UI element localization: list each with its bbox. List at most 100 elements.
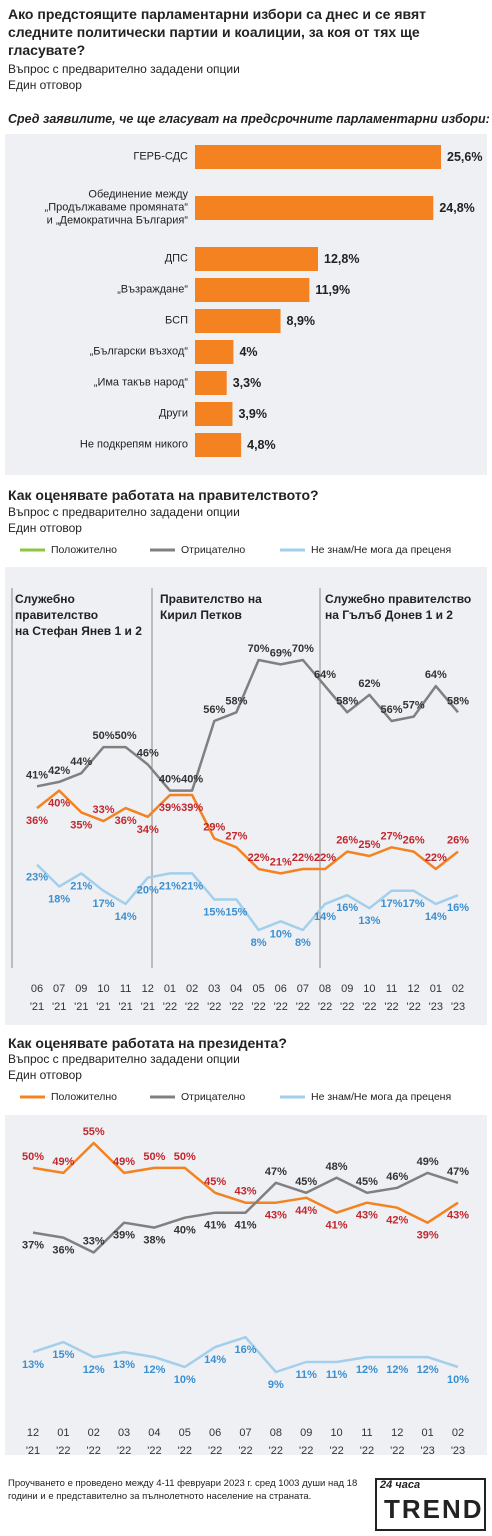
value-label: 42% (386, 1215, 408, 1227)
x-tick-month: 04 (148, 1427, 160, 1439)
x-tick-month: 01 (422, 1427, 434, 1439)
value-label: 40% (174, 1225, 196, 1237)
x-tick-year: '21 (26, 1445, 40, 1457)
x-tick-month: 09 (341, 983, 353, 995)
chart-subtitle: Въпрос с предварително зададени опции (8, 505, 240, 519)
value-label: 29% (203, 822, 225, 834)
x-tick-month: 03 (208, 983, 220, 995)
value-label: 49% (113, 1156, 135, 1168)
x-tick-month: 02 (452, 1427, 464, 1439)
x-tick-month: 11 (361, 1427, 372, 1439)
x-tick-year: '21 (52, 1001, 66, 1013)
value-label: 43% (447, 1210, 469, 1222)
x-tick-month: 02 (186, 983, 198, 995)
x-tick-year: '23 (420, 1445, 434, 1457)
value-label: 18% (48, 893, 70, 905)
chart-caption: Сред заявилите, че ще гласуват на предср… (8, 112, 490, 126)
value-label: 15% (225, 907, 247, 919)
x-tick-month: 05 (179, 1427, 191, 1439)
x-tick-month: 10 (97, 983, 109, 995)
x-tick-year: '22 (274, 1001, 288, 1013)
value-label: 36% (115, 815, 137, 827)
value-label: 8% (295, 937, 311, 949)
value-label: 22% (314, 852, 336, 864)
value-label: 46% (137, 748, 159, 760)
value-label: 21% (70, 880, 92, 892)
value-label: 33% (92, 804, 114, 816)
category-label: „Български възход“ (89, 345, 188, 358)
period-annotation: Служебно правителство на Гълъб Донев 1 и… (325, 592, 472, 622)
x-tick-month: 06 (31, 983, 43, 995)
value-label: 14% (115, 911, 137, 923)
value-label: 12% (143, 1364, 165, 1376)
value-label: 58% (336, 695, 358, 707)
x-tick-year: '22 (229, 1001, 243, 1013)
value-label: 17% (92, 898, 114, 910)
bar (195, 340, 234, 364)
x-tick-month: 04 (230, 983, 242, 995)
x-tick-year: '22 (362, 1001, 376, 1013)
value-label: 70% (292, 643, 314, 655)
x-tick-year: '22 (340, 1001, 354, 1013)
legend-label: Положително (51, 544, 117, 556)
panel-background (5, 1115, 487, 1455)
x-tick-month: 12 (142, 983, 154, 995)
x-tick-month: 01 (164, 983, 176, 995)
x-tick-year: '22 (296, 1001, 310, 1013)
bar (195, 145, 441, 169)
value-label: 16% (234, 1344, 256, 1356)
value-label: 45% (356, 1176, 378, 1188)
category-label: БСП (165, 314, 188, 327)
value-label: 39% (113, 1230, 135, 1242)
value-label: 57% (403, 700, 425, 712)
x-tick-year: '21 (96, 1001, 110, 1013)
x-tick-year: '22 (407, 1001, 421, 1013)
value-label: 16% (336, 902, 358, 914)
value-label: 39% (417, 1230, 439, 1242)
x-tick-year: '23 (451, 1001, 465, 1013)
x-tick-month: 09 (75, 983, 87, 995)
x-tick-year: '22 (384, 1001, 398, 1013)
category-label: „Възраждане“ (117, 283, 188, 296)
value-label: 21% (270, 856, 292, 868)
bar (195, 309, 281, 333)
bar (195, 196, 434, 220)
chart-subtitle: Един отговор (8, 1068, 82, 1082)
x-tick-month: 07 (297, 983, 309, 995)
x-tick-month: 02 (88, 1427, 100, 1439)
value-label: 48% (326, 1161, 348, 1173)
series-line (32, 1335, 459, 1374)
value-label: 21% (181, 880, 203, 892)
value-label: 8% (251, 937, 267, 949)
value-label: 4,8% (247, 438, 276, 452)
value-label: 42% (48, 765, 70, 777)
legend-label: Не знам/Не мога да преценя (311, 1091, 452, 1103)
value-label: 9% (268, 1379, 284, 1391)
value-label: 43% (234, 1186, 256, 1198)
x-tick-year: '21 (74, 1001, 88, 1013)
value-label: 24,8% (439, 201, 475, 215)
value-label: 56% (381, 704, 403, 716)
value-label: 49% (52, 1156, 74, 1168)
value-label: 39% (159, 802, 181, 814)
value-label: 40% (159, 774, 181, 786)
x-tick-month: 07 (239, 1427, 251, 1439)
value-label: 13% (113, 1359, 135, 1371)
legend-label: Отрицателно (181, 544, 246, 556)
x-tick-year: '22 (390, 1445, 404, 1457)
x-tick-month: 02 (452, 983, 464, 995)
value-label: 27% (381, 830, 403, 842)
value-label: 62% (358, 678, 380, 690)
value-label: 40% (181, 774, 203, 786)
bar (195, 433, 242, 457)
value-label: 41% (326, 1220, 348, 1232)
value-label: 12% (386, 1364, 408, 1376)
value-label: 44% (295, 1205, 317, 1217)
value-label: 46% (386, 1171, 408, 1183)
value-label: 69% (270, 647, 292, 659)
x-tick-month: 01 (57, 1427, 69, 1439)
value-label: 26% (447, 835, 469, 847)
panel-background (5, 567, 487, 1025)
value-label: 13% (22, 1359, 44, 1371)
